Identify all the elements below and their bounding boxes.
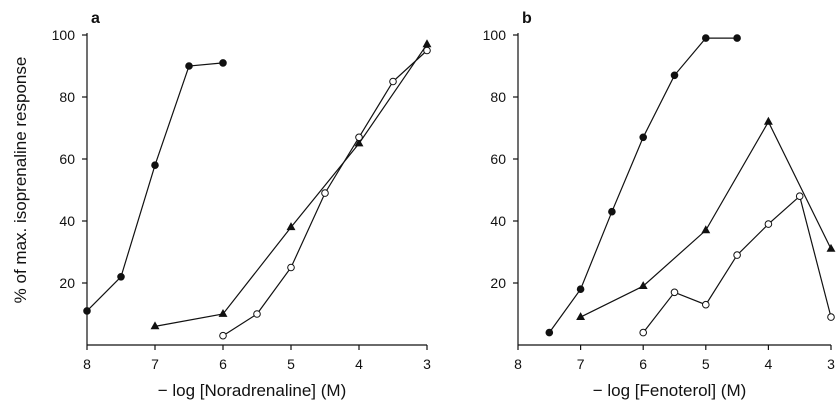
x-tick-label: 7 — [577, 356, 585, 372]
data-point-open-circle — [702, 300, 710, 309]
data-point-triangle — [763, 116, 773, 125]
x-axis-title: − log [Fenoterol] (M) — [593, 381, 747, 400]
x-tick-label: 4 — [765, 356, 773, 372]
data-point-open-circle — [321, 189, 329, 197]
y-tick-label: 100 — [52, 27, 76, 43]
data-point-open-circle — [795, 192, 804, 200]
x-tick-label: 5 — [287, 356, 295, 372]
series-line — [580, 120, 832, 318]
data-point-filled-circle — [83, 307, 91, 315]
data-point-triangle — [576, 312, 586, 320]
x-tick-label: 3 — [827, 356, 835, 372]
x-axis-title: − log [Noradrenaline] (M) — [158, 381, 347, 400]
data-point-filled-circle — [151, 161, 159, 169]
series-open-circle — [639, 192, 835, 337]
data-point-open-circle — [355, 133, 363, 142]
data-point-triangle — [150, 321, 160, 330]
data-point-open-circle — [670, 288, 679, 297]
data-point-filled-circle — [639, 133, 648, 142]
data-point-filled-circle — [545, 328, 554, 337]
data-point-filled-circle — [608, 207, 616, 216]
y-tick-label: 40 — [490, 213, 506, 229]
series-filled-circle — [545, 34, 741, 337]
panel-label: b — [522, 10, 532, 27]
y-tick-label: 100 — [483, 27, 507, 43]
data-point-triangle — [826, 243, 836, 252]
x-tick-label: 8 — [83, 356, 91, 372]
series-filled-triangle — [576, 116, 836, 320]
x-tick-label: 6 — [219, 356, 227, 372]
data-point-open-circle — [287, 263, 295, 272]
series-line — [154, 43, 428, 327]
data-point-triangle — [218, 308, 228, 317]
y-tick-label: 60 — [59, 151, 75, 167]
data-point-open-circle — [639, 328, 648, 337]
chart-panel-b: 20 40 60 80 100 8 7 6 5 4 3 b − log [Fenoterol] (M) — [483, 10, 836, 400]
data-point-open-circle — [423, 46, 431, 55]
data-point-filled-circle — [219, 59, 227, 67]
x-tick-label: 5 — [702, 356, 710, 372]
data-point-filled-circle — [670, 71, 679, 80]
data-point-open-circle — [219, 331, 227, 340]
panel-label: a — [91, 10, 100, 27]
x-tick-label: 3 — [423, 356, 431, 372]
y-tick-label: 20 — [59, 275, 75, 291]
series-filled-triangle — [150, 39, 432, 330]
y-tick-label: 40 — [59, 213, 75, 229]
data-point-triangle — [701, 225, 711, 234]
x-tick-label: 7 — [151, 356, 159, 372]
data-point-filled-circle — [702, 34, 710, 42]
y-tick-label: 20 — [490, 275, 506, 291]
series-filled-circle — [83, 59, 227, 315]
y-axis-title: % of max. isoprenaline response — [11, 57, 30, 304]
data-point-filled-circle — [185, 62, 193, 70]
series-open-circle — [219, 46, 431, 340]
data-point-triangle — [638, 281, 648, 289]
series-line — [86, 62, 224, 312]
y-tick-label: 60 — [490, 151, 506, 167]
y-tick-label: 80 — [490, 89, 506, 105]
data-point-filled-circle — [576, 285, 585, 294]
data-point-open-circle — [253, 310, 261, 318]
data-point-filled-circle — [117, 273, 125, 281]
data-point-open-circle — [389, 77, 397, 86]
x-tick-label: 8 — [514, 356, 522, 372]
data-point-triangle — [354, 138, 364, 147]
data-point-triangle — [286, 222, 296, 231]
x-tick-label: 6 — [639, 356, 647, 372]
x-tick-label: 4 — [355, 356, 363, 372]
data-point-open-circle — [827, 313, 835, 321]
data-point-triangle — [422, 39, 432, 48]
series-line — [642, 195, 832, 333]
data-point-filled-circle — [733, 34, 741, 42]
data-point-open-circle — [764, 220, 773, 228]
data-point-open-circle — [733, 251, 741, 259]
chart-panel-a: 20 40 60 80 100 8 7 6 5 4 3 a − log [Noradrenaline] … — [11, 10, 432, 400]
y-tick-label: 80 — [59, 89, 75, 105]
